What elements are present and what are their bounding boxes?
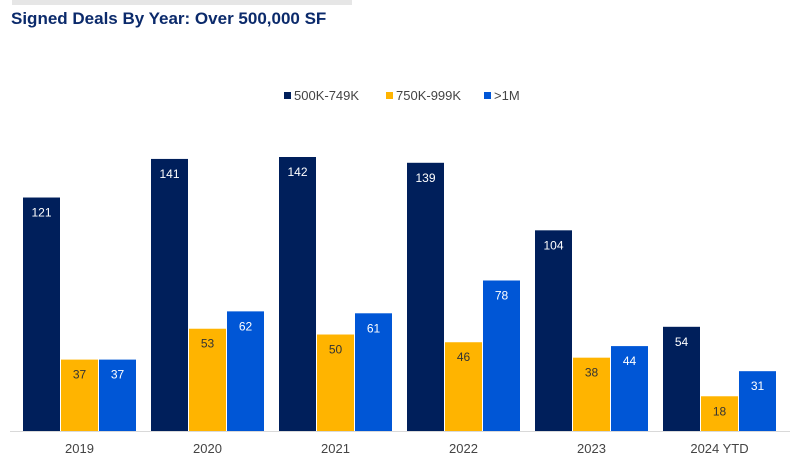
bar-2023-series-2 (611, 346, 648, 431)
bar-2021-series-2 (355, 313, 392, 431)
bar-2024-ytd-series-2 (739, 371, 776, 431)
x-axis-ticks: 2019 2020 2021 2022 2023 2024 YTD (65, 441, 749, 456)
data-label: 54 (675, 335, 689, 349)
legend-swatch (284, 92, 291, 99)
bar-2020-series-0 (151, 158, 188, 432)
data-label: 53 (201, 337, 215, 351)
bar-2022-series-1 (445, 342, 482, 431)
bar-2024-ytd-series-0 (663, 326, 700, 431)
bar-2022-series-0 (407, 162, 444, 431)
bar-2023-series-0 (535, 230, 572, 431)
x-tick-label: 2022 (449, 441, 478, 456)
legend: 500K-749K 750K-999K >1M (284, 88, 520, 103)
data-label: 142 (287, 165, 307, 179)
data-label: 50 (329, 343, 343, 357)
legend-label: 500K-749K (294, 88, 359, 103)
bar-2019-series-0 (23, 197, 60, 431)
data-label: 37 (111, 368, 125, 382)
data-label: 104 (543, 238, 563, 252)
bar-2019-series-2 (99, 359, 136, 431)
bar-2020-series-2 (227, 311, 264, 431)
data-label: 44 (623, 354, 637, 368)
data-label: 31 (751, 379, 765, 393)
legend-label: 750K-999K (396, 88, 461, 103)
bars: 121 37 37 141 53 62 142 50 61 139 46 78 104 38 44 54 18 3… (23, 157, 776, 432)
bar-2019-series-1 (61, 359, 98, 431)
bar-2024-ytd-series-1 (701, 396, 738, 431)
legend-label: >1M (494, 88, 520, 103)
bar-2020-series-1 (189, 328, 226, 431)
chart-title: Signed Deals By Year: Over 500,000 SF (11, 9, 327, 28)
bar-2021-series-0 (279, 157, 316, 431)
data-label: 46 (457, 350, 471, 364)
data-label: 121 (31, 206, 51, 220)
data-label: 78 (495, 288, 509, 302)
data-label: 18 (713, 404, 727, 418)
legend-swatch (484, 92, 491, 99)
bar-2022-series-2 (483, 280, 520, 431)
data-label: 62 (239, 319, 253, 333)
x-tick-label: 2019 (65, 441, 94, 456)
x-tick-label: 2021 (321, 441, 350, 456)
data-label: 61 (367, 321, 381, 335)
data-label: 38 (585, 366, 599, 380)
bar-2023-series-1 (573, 357, 610, 431)
top-divider (12, 0, 352, 5)
x-tick-label: 2023 (577, 441, 606, 456)
data-label: 139 (415, 171, 435, 185)
legend-swatch (386, 92, 393, 99)
data-label: 37 (73, 368, 87, 382)
data-label: 141 (159, 167, 179, 181)
x-tick-label: 2024 YTD (690, 441, 748, 456)
x-tick-label: 2020 (193, 441, 222, 456)
bar-2021-series-1 (317, 334, 354, 431)
